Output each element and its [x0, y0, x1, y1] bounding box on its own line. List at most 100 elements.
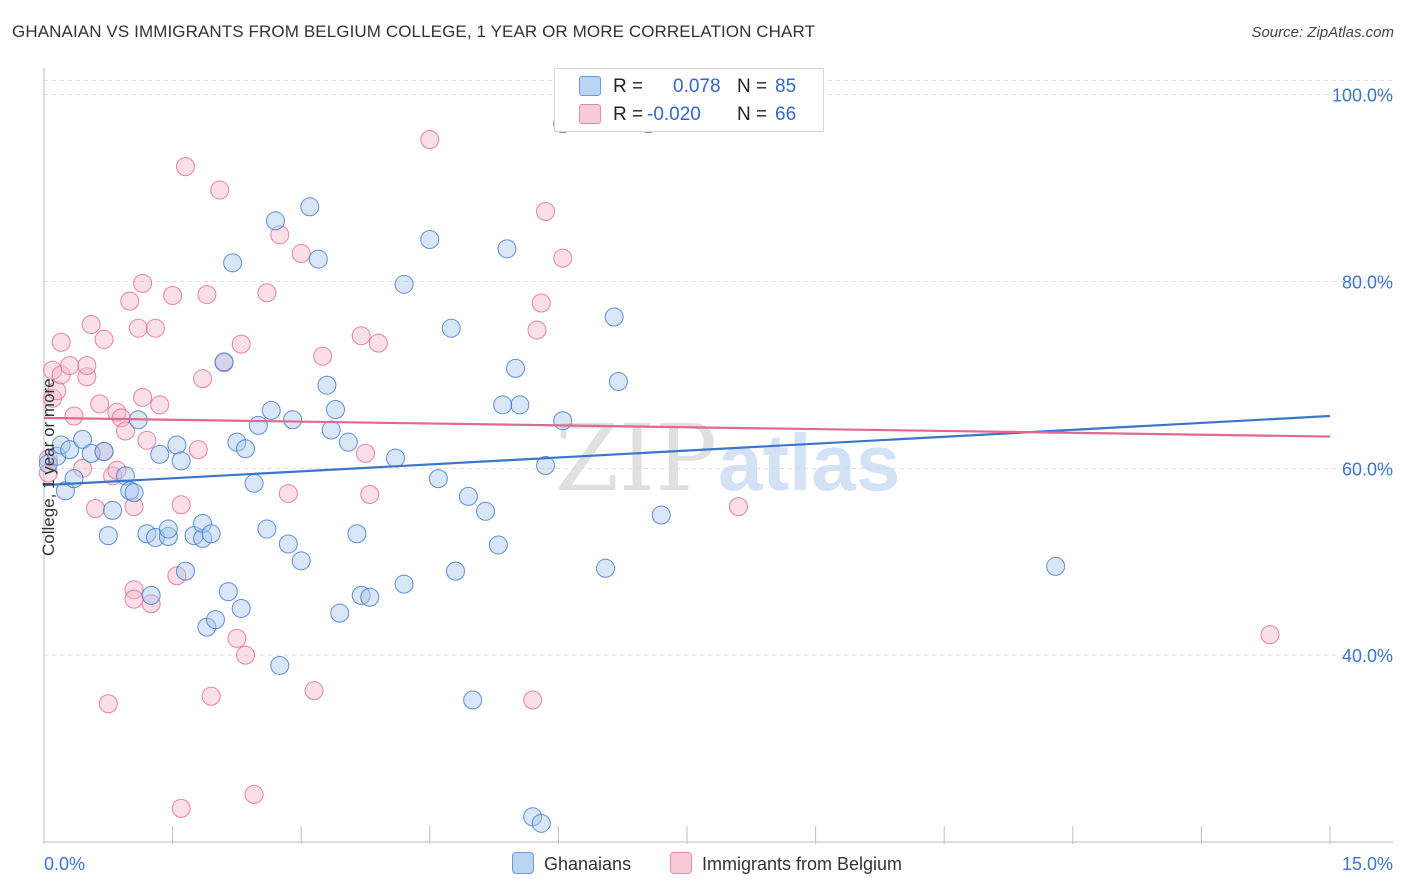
- point-ghanaian: [493, 395, 513, 415]
- point-belgium: [133, 273, 153, 293]
- point-ghanaian: [531, 813, 551, 833]
- point-belgium: [244, 784, 264, 804]
- point-belgium: [128, 318, 148, 338]
- point-ghanaian: [278, 534, 298, 554]
- point-ghanaian: [283, 410, 303, 430]
- x-tick-label-right: 15.0%: [1342, 854, 1393, 874]
- bottom-legend-label: Immigrants from Belgium: [702, 854, 903, 874]
- point-belgium: [163, 286, 183, 306]
- point-ghanaian: [218, 582, 238, 602]
- legend-n-value: 66: [775, 104, 797, 125]
- point-belgium: [120, 291, 140, 311]
- point-belgium: [536, 201, 556, 221]
- axes: [43, 68, 1393, 844]
- point-belgium: [360, 484, 380, 504]
- point-ghanaian: [235, 439, 255, 459]
- point-ghanaian: [596, 558, 616, 578]
- point-ghanaian: [248, 415, 268, 435]
- point-ghanaian: [223, 253, 243, 273]
- point-ghanaian: [261, 400, 281, 420]
- point-ghanaian: [167, 435, 187, 455]
- point-ghanaian: [446, 561, 466, 581]
- point-belgium: [47, 381, 67, 401]
- point-ghanaian: [98, 526, 118, 546]
- point-ghanaian: [1046, 556, 1066, 576]
- bottom-legend-swatch-pink: [670, 852, 692, 874]
- point-ghanaian: [150, 444, 170, 464]
- point-ghanaian: [291, 551, 311, 571]
- point-ghanaian: [193, 528, 213, 548]
- point-ghanaian: [321, 420, 341, 440]
- point-belgium: [270, 225, 290, 245]
- point-belgium: [227, 628, 247, 648]
- point-ghanaian: [158, 519, 178, 539]
- point-belgium: [188, 440, 208, 460]
- point-ghanaian: [394, 574, 414, 594]
- point-belgium: [531, 293, 551, 313]
- point-ghanaian: [428, 469, 448, 489]
- trend-line-ghanaians: [43, 414, 1331, 487]
- point-ghanaian: [510, 395, 530, 415]
- point-belgium: [98, 694, 118, 714]
- point-ghanaian: [536, 456, 556, 476]
- point-ghanaian: [338, 432, 358, 452]
- point-belgium: [257, 283, 277, 303]
- point-belgium: [150, 395, 170, 415]
- point-belgium: [141, 594, 161, 614]
- point-belgium: [94, 329, 114, 349]
- legend-n-label: N =: [737, 76, 768, 97]
- point-belgium: [527, 320, 547, 340]
- bottom-legend-label: Ghanaians: [544, 854, 632, 874]
- point-belgium: [420, 130, 440, 150]
- point-belgium: [356, 443, 375, 463]
- point-belgium: [171, 495, 191, 515]
- watermark-zip: ZIP: [555, 405, 717, 512]
- y-tick-label: 100.0%: [1332, 86, 1393, 106]
- point-belgium: [368, 333, 388, 353]
- point-belgium: [85, 499, 105, 519]
- y-tick-label: 60.0%: [1342, 459, 1393, 479]
- point-ghanaian: [441, 318, 461, 338]
- point-ghanaian: [488, 535, 508, 555]
- point-belgium: [64, 406, 84, 426]
- point-belgium: [1260, 625, 1280, 645]
- point-belgium: [231, 334, 251, 354]
- y-tick-labels: 40.0% 60.0% 80.0% 100.0%: [1332, 86, 1393, 666]
- trend-line-belgium: [43, 416, 1331, 438]
- point-ghanaian: [214, 352, 234, 372]
- y-tick-label: 80.0%: [1342, 273, 1393, 293]
- point-ghanaian: [420, 229, 440, 249]
- point-ghanaian: [347, 524, 367, 544]
- grid-lines: [44, 80, 1393, 656]
- point-belgium: [313, 346, 333, 366]
- point-belgium: [175, 157, 195, 177]
- point-belgium: [77, 356, 97, 376]
- point-belgium: [278, 484, 298, 504]
- point-ghanaian: [458, 486, 478, 506]
- bottom-legend-swatch-blue: [512, 852, 534, 874]
- point-belgium: [167, 566, 187, 586]
- point-belgium: [193, 369, 213, 389]
- stats-legend: R = 0.078 N = 85 R = -0.020 N = 66: [554, 68, 824, 132]
- point-belgium: [137, 430, 157, 450]
- point-ghanaian: [171, 451, 191, 471]
- legend-swatch-pink: [579, 104, 601, 124]
- point-belgium: [60, 356, 80, 376]
- y-axis-title: College, 1 year or more: [39, 378, 58, 556]
- legend-r-value: 0.078: [673, 76, 721, 97]
- bottom-legend-ghanaians: Ghanaians: [512, 852, 631, 875]
- point-ghanaian: [308, 249, 328, 269]
- point-ghanaian: [497, 239, 517, 259]
- point-belgium: [124, 497, 144, 517]
- source-label: Source: ZipAtlas.com: [1251, 24, 1394, 41]
- point-ghanaian: [608, 371, 628, 391]
- point-belgium: [235, 645, 255, 665]
- legend-swatch-blue: [579, 76, 601, 96]
- point-belgium: [201, 686, 221, 706]
- point-ghanaian: [300, 197, 320, 217]
- point-ghanaian: [325, 399, 345, 419]
- point-belgium: [115, 421, 135, 441]
- point-ghanaian: [476, 501, 496, 521]
- legend-n-value: 85: [775, 76, 797, 97]
